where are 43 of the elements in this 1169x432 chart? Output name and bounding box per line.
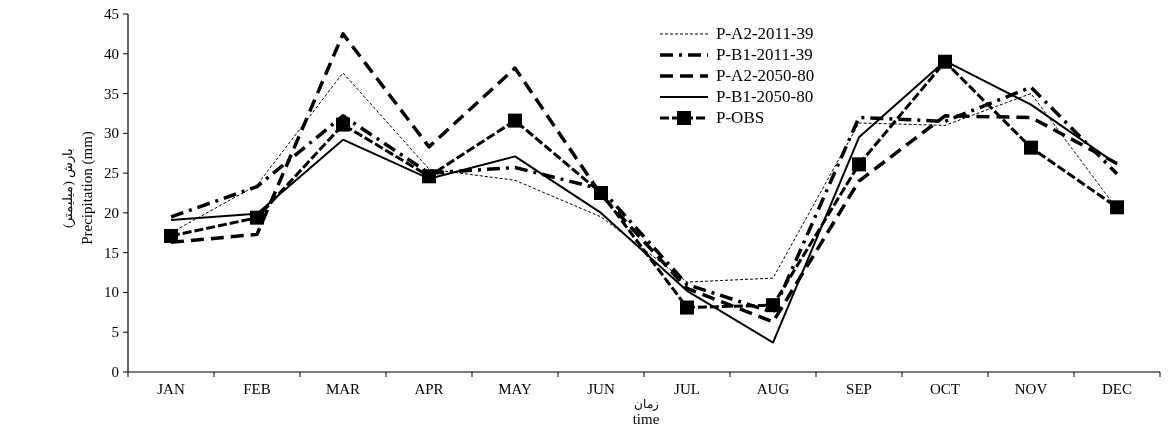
point	[1024, 140, 1038, 155]
point	[1110, 200, 1124, 215]
x-tick-label: MAR	[325, 381, 361, 397]
y-tick-label: 25	[104, 165, 119, 182]
point	[680, 300, 694, 315]
y-axis-title: Precipitation (mm)	[79, 131, 96, 245]
x-tick-label: NOV	[1014, 381, 1048, 397]
text: زمان	[633, 397, 659, 411]
x-tick-label: FEB	[243, 381, 271, 397]
point	[250, 210, 264, 225]
y-tick-label: 0	[111, 364, 119, 380]
y-tick-label: 40	[104, 45, 119, 62]
y-tick-label: 5	[111, 324, 119, 341]
x-tick-label: OCT	[930, 381, 960, 397]
x-tick-label: JUL	[674, 381, 700, 397]
y-tick-label: 35	[104, 85, 119, 102]
text: بارش (میلیمتر)	[60, 148, 76, 228]
legend-label: P-A2-2050-80	[716, 66, 815, 85]
y-tick-label: 45	[104, 6, 119, 22]
point	[938, 54, 952, 69]
x-tick-label: DEC	[1102, 381, 1132, 397]
y-tick-label: 30	[104, 125, 119, 142]
point	[594, 186, 608, 200]
point	[766, 298, 780, 313]
y-tick-label: 15	[104, 244, 119, 261]
legend-label: P-OBS	[716, 108, 765, 127]
legend-label: P-B1-2050-80	[716, 87, 814, 106]
x-tick-label: APR	[414, 381, 444, 397]
point	[336, 117, 350, 132]
y-tick-label: 20	[104, 204, 119, 221]
legend-label: P-A2-2011-39	[716, 24, 814, 43]
x-tick-label: AUG	[756, 381, 790, 397]
y-tick-label: 10	[104, 284, 119, 301]
x-axis-title: time	[632, 411, 660, 427]
x-tick-label: MAY	[498, 381, 532, 397]
point	[508, 113, 522, 128]
x-tick-label: SEP	[846, 381, 872, 397]
x-tick-label: JAN	[157, 381, 185, 397]
legend-label: P-B1-2011-39	[716, 45, 813, 64]
point	[164, 228, 178, 243]
x-tick-label: JUN	[587, 381, 615, 397]
point	[422, 169, 436, 184]
point	[852, 157, 866, 172]
